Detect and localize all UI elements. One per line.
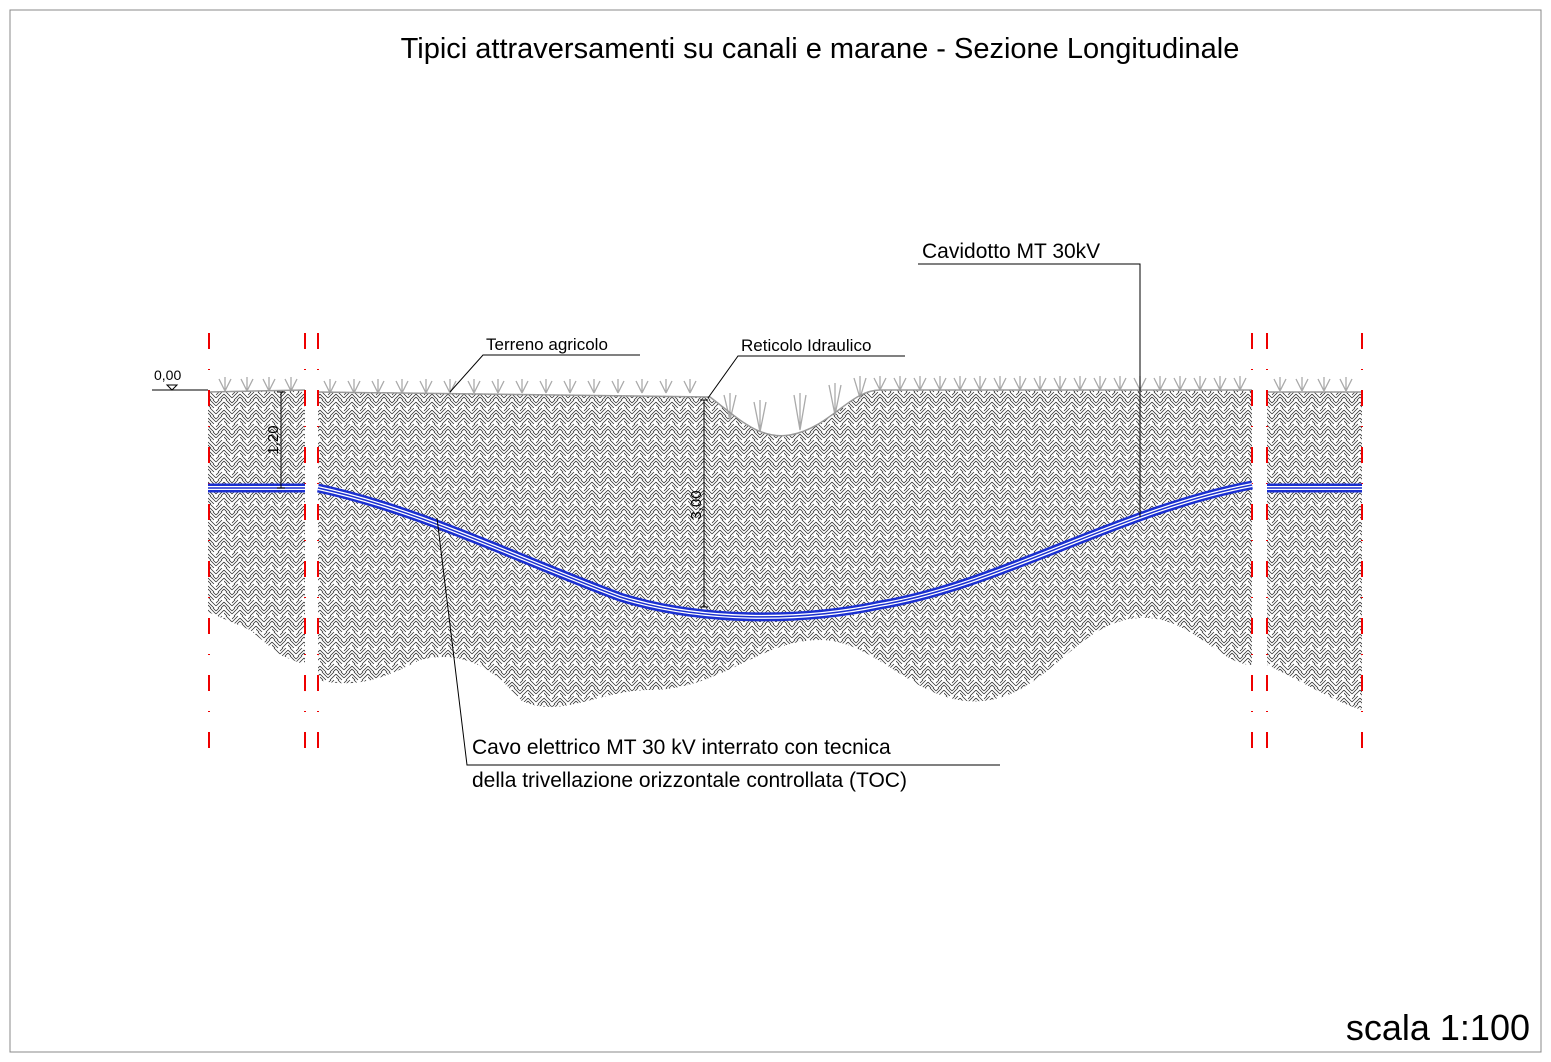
grass-tuft [262, 377, 276, 392]
grass-tuft [723, 393, 737, 421]
grass-tuft [1339, 377, 1353, 392]
grass [218, 376, 1353, 433]
dim-toc-depth: 3,00 [688, 490, 705, 519]
grass-tuft [1233, 376, 1247, 391]
grass-tuft [419, 379, 433, 394]
grass-tuft [491, 379, 505, 394]
grass-tuft [323, 379, 337, 394]
grass-tuft [873, 376, 887, 391]
cable-label-1: Cavo elettrico MT 30 kV interrato con te… [472, 736, 891, 759]
grass-tuft [1193, 376, 1207, 391]
leaders [152, 263, 1141, 766]
grass-tuft [973, 376, 987, 391]
grass-tuft [395, 379, 409, 394]
grass-tuft [828, 383, 842, 416]
grass-tuft [683, 379, 697, 394]
grass-tuft [539, 379, 553, 394]
grass-tuft [1153, 376, 1167, 391]
grass-tuft [1273, 377, 1287, 392]
ground-line [207, 389, 1362, 437]
grass-tuft [240, 377, 254, 392]
grass-tuft [1033, 376, 1047, 391]
grass-tuft [753, 400, 767, 433]
grass-tuft [1013, 376, 1027, 391]
grass-tuft [1173, 376, 1187, 391]
label-cavidotto: Cavidotto MT 30kV [922, 240, 1100, 263]
grass-tuft [1053, 376, 1067, 391]
grass-tuft [467, 379, 481, 394]
grass-tuft [1073, 376, 1087, 391]
grass-tuft [933, 376, 947, 391]
grass-tuft [1213, 376, 1227, 391]
label-terreno: Terreno agricolo [486, 335, 608, 354]
grass-tuft [953, 376, 967, 391]
dim-cable-depth: 1,20 [265, 425, 282, 454]
grass-tuft [1317, 377, 1331, 392]
title: Tipici attraversamenti su canali e maran… [401, 33, 1240, 65]
grass-tuft [284, 377, 298, 392]
grass-tuft [587, 379, 601, 394]
grass-tuft [1093, 376, 1107, 391]
frame [9, 9, 1542, 1053]
label-reticolo: Reticolo Idraulico [741, 336, 871, 355]
grass-tuft [515, 379, 529, 394]
grass-tuft [793, 393, 807, 431]
grass-tuft [635, 379, 649, 394]
cable-label-2: della trivellazione orizzontale controll… [472, 769, 907, 792]
grass-tuft [993, 376, 1007, 391]
grass-tuft [893, 376, 907, 391]
grass-tuft [563, 379, 577, 394]
grass-tuft [1113, 376, 1127, 391]
grass-tuft [611, 379, 625, 394]
dim-ground: 0,00 [154, 367, 181, 383]
grass-tuft [218, 377, 232, 392]
soil [208, 390, 1362, 710]
grass-tuft [443, 379, 457, 394]
cable [208, 480, 1362, 622]
grass-tuft [659, 379, 673, 394]
grass-tuft [371, 379, 385, 394]
grass-tuft [913, 376, 927, 391]
scale: scala 1:100 [1346, 1007, 1530, 1048]
grass-tuft [347, 379, 361, 394]
section-cuts [208, 333, 1363, 750]
grass-tuft [1295, 377, 1309, 392]
